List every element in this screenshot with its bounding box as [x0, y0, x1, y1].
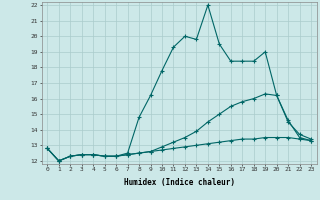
- X-axis label: Humidex (Indice chaleur): Humidex (Indice chaleur): [124, 178, 235, 187]
